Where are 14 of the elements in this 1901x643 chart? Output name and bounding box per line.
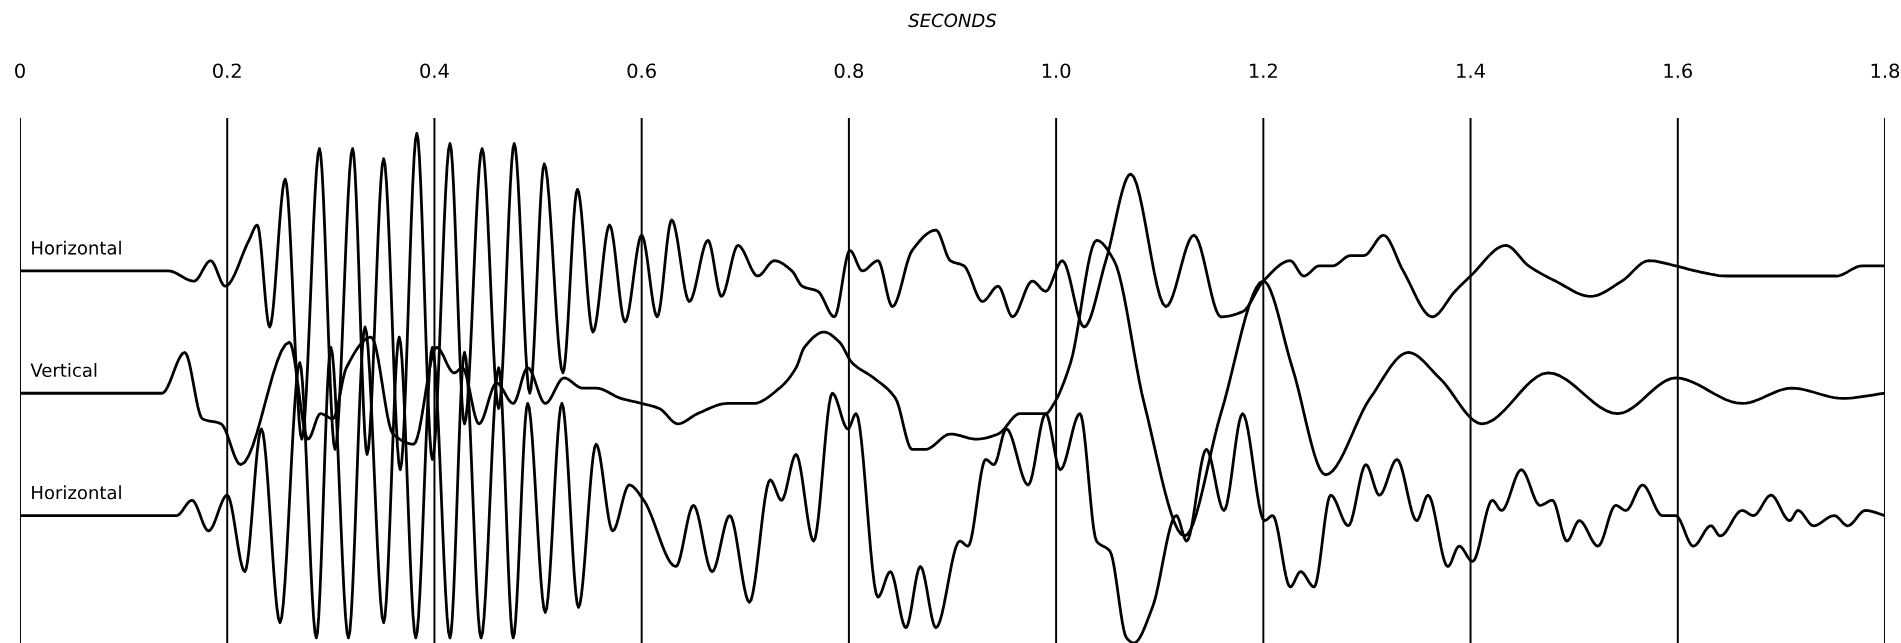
x-tick-label: 0.2 — [213, 63, 241, 79]
x-tick-label: 1.2 — [1250, 63, 1277, 78]
x-tick-label: 0.4 — [420, 63, 449, 79]
x-axis-title: SECONDS — [908, 13, 997, 28]
x-tick-label: 0.8 — [834, 63, 864, 79]
x-tick-label: 1.8 — [1871, 63, 1900, 79]
series-label: Horizontal — [32, 485, 121, 500]
x-tick-label: 0 — [15, 63, 25, 79]
x-tick-label: 1.4 — [1457, 63, 1485, 78]
x-tick-label: 0.6 — [627, 63, 656, 79]
x-tick-label: 1.6 — [1664, 63, 1693, 79]
x-tick-label: 1.0 — [1042, 63, 1071, 79]
series-label: Horizontal — [32, 240, 121, 255]
series-label: Vertical — [30, 363, 97, 377]
